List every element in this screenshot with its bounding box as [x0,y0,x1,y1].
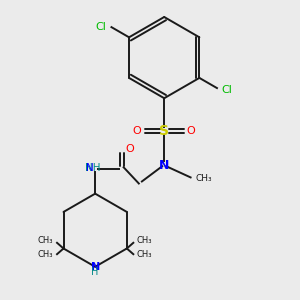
Text: N: N [159,159,169,172]
Text: O: O [125,144,134,154]
Text: CH₃: CH₃ [196,174,212,183]
Text: CH₃: CH₃ [137,236,152,245]
Text: NH: NH [85,163,101,173]
Text: CH₃: CH₃ [137,250,152,259]
Text: Cl: Cl [222,85,232,95]
Text: S: S [159,124,169,138]
Text: O: O [187,126,196,136]
Text: CH₃: CH₃ [38,236,53,245]
Text: N: N [91,262,100,272]
Text: N: N [85,163,93,173]
Text: O: O [133,126,142,136]
Text: H: H [92,267,99,278]
Text: CH₃: CH₃ [38,250,53,259]
Text: Cl: Cl [96,22,107,32]
